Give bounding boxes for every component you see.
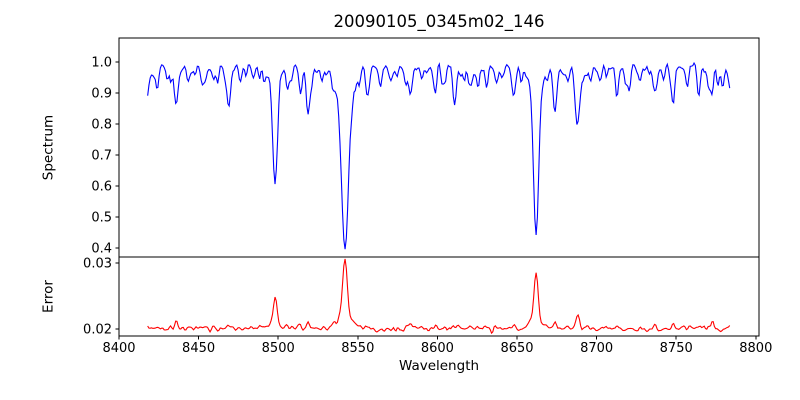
x-tick-label: 8800 xyxy=(739,341,772,356)
spectrum-panel-frame xyxy=(118,37,760,258)
x-tick-label: 8750 xyxy=(660,341,693,356)
x-tick-label: 8700 xyxy=(580,341,613,356)
spectrum-y-tick-label: 0.7 xyxy=(91,149,112,164)
x-tick-label: 8550 xyxy=(341,341,374,356)
x-axis-label: Wavelength xyxy=(398,358,480,374)
spectrum-line xyxy=(147,61,731,250)
spectrum-y-tick-label: 0.9 xyxy=(91,86,112,101)
chart-title: 20090105_0345m02_146 xyxy=(333,12,545,31)
spectrum-y-tick-label: 0.8 xyxy=(91,118,112,133)
error-panel-frame xyxy=(118,256,760,337)
error-y-axis-label: Error xyxy=(40,280,57,313)
error-y-tick-label: 0.03 xyxy=(83,257,112,272)
x-tick-label: 8600 xyxy=(421,341,454,356)
spectrum-y-tick-label: 1.0 xyxy=(91,55,112,70)
x-tick-label: 8400 xyxy=(102,341,135,356)
error-y-tick-label: 0.02 xyxy=(83,323,112,338)
spectrum-y-tick-label: 0.4 xyxy=(91,242,112,257)
spectrum-y-tick-label: 0.5 xyxy=(91,211,112,226)
x-tick-label: 8450 xyxy=(182,341,215,356)
x-tick-label: 8650 xyxy=(500,341,533,356)
spectrum-y-tick-label: 0.6 xyxy=(91,180,112,195)
error-line xyxy=(147,258,731,335)
x-tick-label: 8500 xyxy=(262,341,295,356)
